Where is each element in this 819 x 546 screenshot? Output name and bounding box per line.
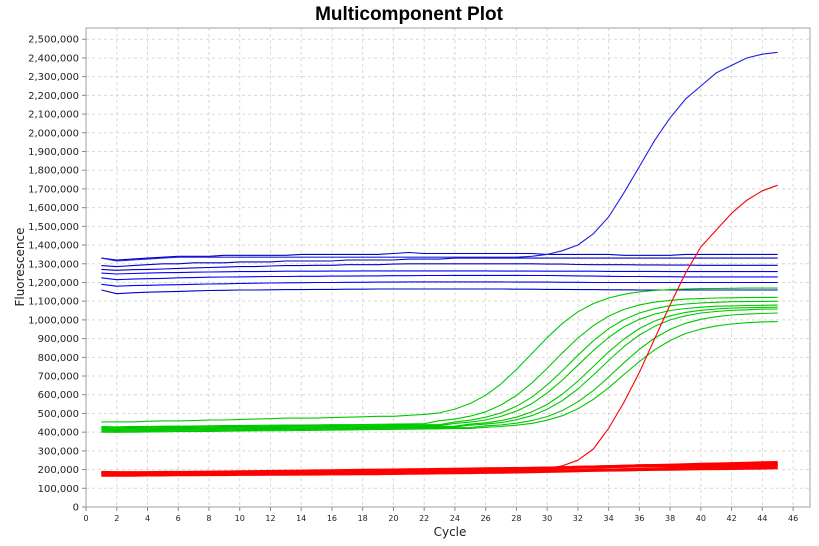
series-line-green-7 <box>101 312 778 432</box>
y-tick-label: 1,200,000 <box>28 278 79 289</box>
x-tick-label: 18 <box>358 514 368 523</box>
y-tick-label: 500,000 <box>38 409 79 420</box>
y-axis: 0 100,000 200,000 300,000 400,000 500,000 600,… <box>28 35 86 514</box>
y-tick-label: 1,300,000 <box>28 259 79 270</box>
series-line-blue-6 <box>101 281 778 287</box>
y-tick-label: 2,500,000 <box>28 35 79 46</box>
x-tick-label: 20 <box>388 514 398 523</box>
series-line-green-3 <box>101 300 778 429</box>
x-tick-label: 4 <box>145 514 150 523</box>
x-tick-label: 38 <box>665 514 675 523</box>
series-line-blue-amplification <box>101 51 778 262</box>
series-line-blue-1 <box>101 251 778 261</box>
y-tick-label: 1,400,000 <box>28 241 79 252</box>
series-line-green-6 <box>101 308 778 432</box>
series-line-red-amplification <box>101 184 778 473</box>
y-tick-label: 1,800,000 <box>28 166 79 177</box>
x-tick-label: 28 <box>511 514 521 523</box>
plot-frame <box>85 27 811 508</box>
y-tick-label: 2,100,000 <box>28 110 79 121</box>
series-line-blue-5 <box>101 274 778 281</box>
x-tick-label: 0 <box>83 514 88 523</box>
series-line-blue-2 <box>101 257 778 268</box>
y-tick-label: 2,400,000 <box>28 53 79 64</box>
x-tick-label: 40 <box>696 514 706 523</box>
x-tick-label: 2 <box>114 514 119 523</box>
series-lines <box>101 51 778 477</box>
x-tick-label: 46 <box>788 514 798 523</box>
series-line-green-5 <box>101 306 778 431</box>
x-tick-label: 26 <box>481 514 491 523</box>
series-line-blue-4 <box>101 270 778 275</box>
y-tick-label: 200,000 <box>38 465 79 476</box>
series-line-green-4 <box>101 304 778 430</box>
series-line-green-8 <box>101 321 778 433</box>
x-tick-label: 14 <box>296 514 306 523</box>
x-tick-label: 34 <box>604 514 614 523</box>
series-line-blue-3 <box>101 263 778 271</box>
y-tick-label: 1,600,000 <box>28 203 79 214</box>
x-tick-label: 16 <box>327 514 337 523</box>
y-tick-label: 1,900,000 <box>28 147 79 158</box>
y-axis-label: Fluorescence <box>13 227 27 306</box>
y-tick-label: 400,000 <box>38 428 79 439</box>
x-tick-label: 10 <box>235 514 245 523</box>
series-line-red-4 <box>101 466 778 476</box>
y-tick-label: 1,700,000 <box>28 184 79 195</box>
chart-title: Multicomponent Plot <box>315 4 504 25</box>
x-axis-label: Cycle <box>434 525 467 539</box>
y-tick-label: 2,200,000 <box>28 91 79 102</box>
x-tick-label: 30 <box>542 514 552 523</box>
x-tick-label: 6 <box>176 514 181 523</box>
x-tick-label: 32 <box>573 514 583 523</box>
y-tick-label: 600,000 <box>38 390 79 401</box>
x-tick-label: 44 <box>757 514 767 523</box>
y-tick-label: 300,000 <box>38 446 79 457</box>
grid <box>86 28 810 507</box>
x-tick-label: 36 <box>634 514 644 523</box>
y-tick-label: 100,000 <box>38 484 79 495</box>
series-line-green-2 <box>101 296 778 428</box>
y-tick-label: 2,300,000 <box>28 72 79 83</box>
x-tick-label: 22 <box>419 514 429 523</box>
x-tick-label: 8 <box>206 514 211 523</box>
y-tick-label: 1,000,000 <box>28 315 79 326</box>
y-tick-label: 900,000 <box>38 334 79 345</box>
y-tick-label: 2,000,000 <box>28 128 79 139</box>
x-tick-label: 42 <box>727 514 737 523</box>
y-tick-label: 1,100,000 <box>28 297 79 308</box>
series-line-green-1 <box>101 287 778 423</box>
y-tick-label: 1,500,000 <box>28 222 79 233</box>
x-tick-label: 12 <box>265 514 275 523</box>
y-tick-label: 0 <box>73 503 79 514</box>
y-tick-label: 800,000 <box>38 353 79 364</box>
x-axis: 0 2 4 6 8 10 12 14 16 18 20 22 24 26 28 30 32 34 36 38 40 42 4… <box>83 507 798 523</box>
y-tick-label: 700,000 <box>38 372 79 383</box>
x-tick-label: 24 <box>450 514 460 523</box>
